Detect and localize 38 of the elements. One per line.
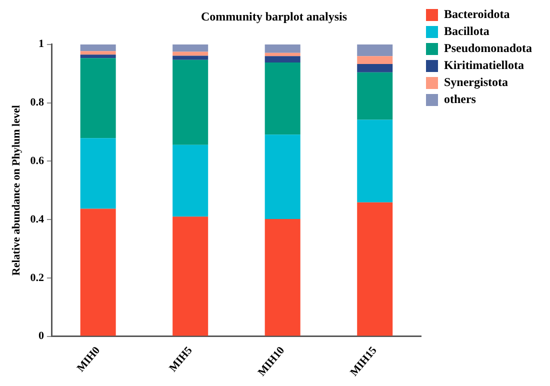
- bar: [264, 218, 300, 336]
- bar: [172, 216, 208, 336]
- y-tick-label: 0.4: [30, 213, 44, 226]
- legend-label: Bacteroidota: [444, 7, 510, 22]
- bar: [264, 44, 300, 53]
- bar: [172, 56, 208, 60]
- bar: [80, 54, 116, 58]
- bar: [357, 56, 393, 64]
- bar: [172, 144, 208, 217]
- legend-label: others: [444, 92, 476, 106]
- bar: [80, 208, 116, 336]
- bar: [264, 62, 300, 135]
- legend-label: Synergistota: [444, 75, 508, 90]
- bar: [80, 51, 116, 55]
- y-tick-label: 0: [38, 330, 44, 342]
- legend-label: Pseudomonadota: [444, 41, 532, 56]
- bar: [357, 72, 393, 120]
- bar: [357, 44, 393, 56]
- bar: [264, 52, 300, 56]
- bar: [172, 44, 208, 52]
- legend-label: Kiritimatiellota: [444, 58, 524, 72]
- legend-label: Bacillota: [444, 24, 490, 38]
- bar: [80, 58, 116, 138]
- bar: [80, 138, 116, 209]
- bar: [172, 60, 208, 145]
- bar: [264, 134, 300, 219]
- bar: [357, 202, 393, 336]
- y-axis-title: Relative abundance on Phylum level: [10, 105, 22, 276]
- bar: [357, 120, 393, 202]
- chart-title: Community barplot analysis: [200, 9, 348, 24]
- bar: [357, 64, 393, 72]
- bar: [264, 56, 300, 62]
- y-tick-label: 0.2: [30, 272, 44, 284]
- y-tick-label: 0.8: [30, 96, 44, 109]
- y-tick-label: 0.6: [30, 155, 44, 168]
- y-tick-label: 1: [38, 38, 44, 50]
- bar: [80, 44, 116, 52]
- bar: [172, 52, 208, 56]
